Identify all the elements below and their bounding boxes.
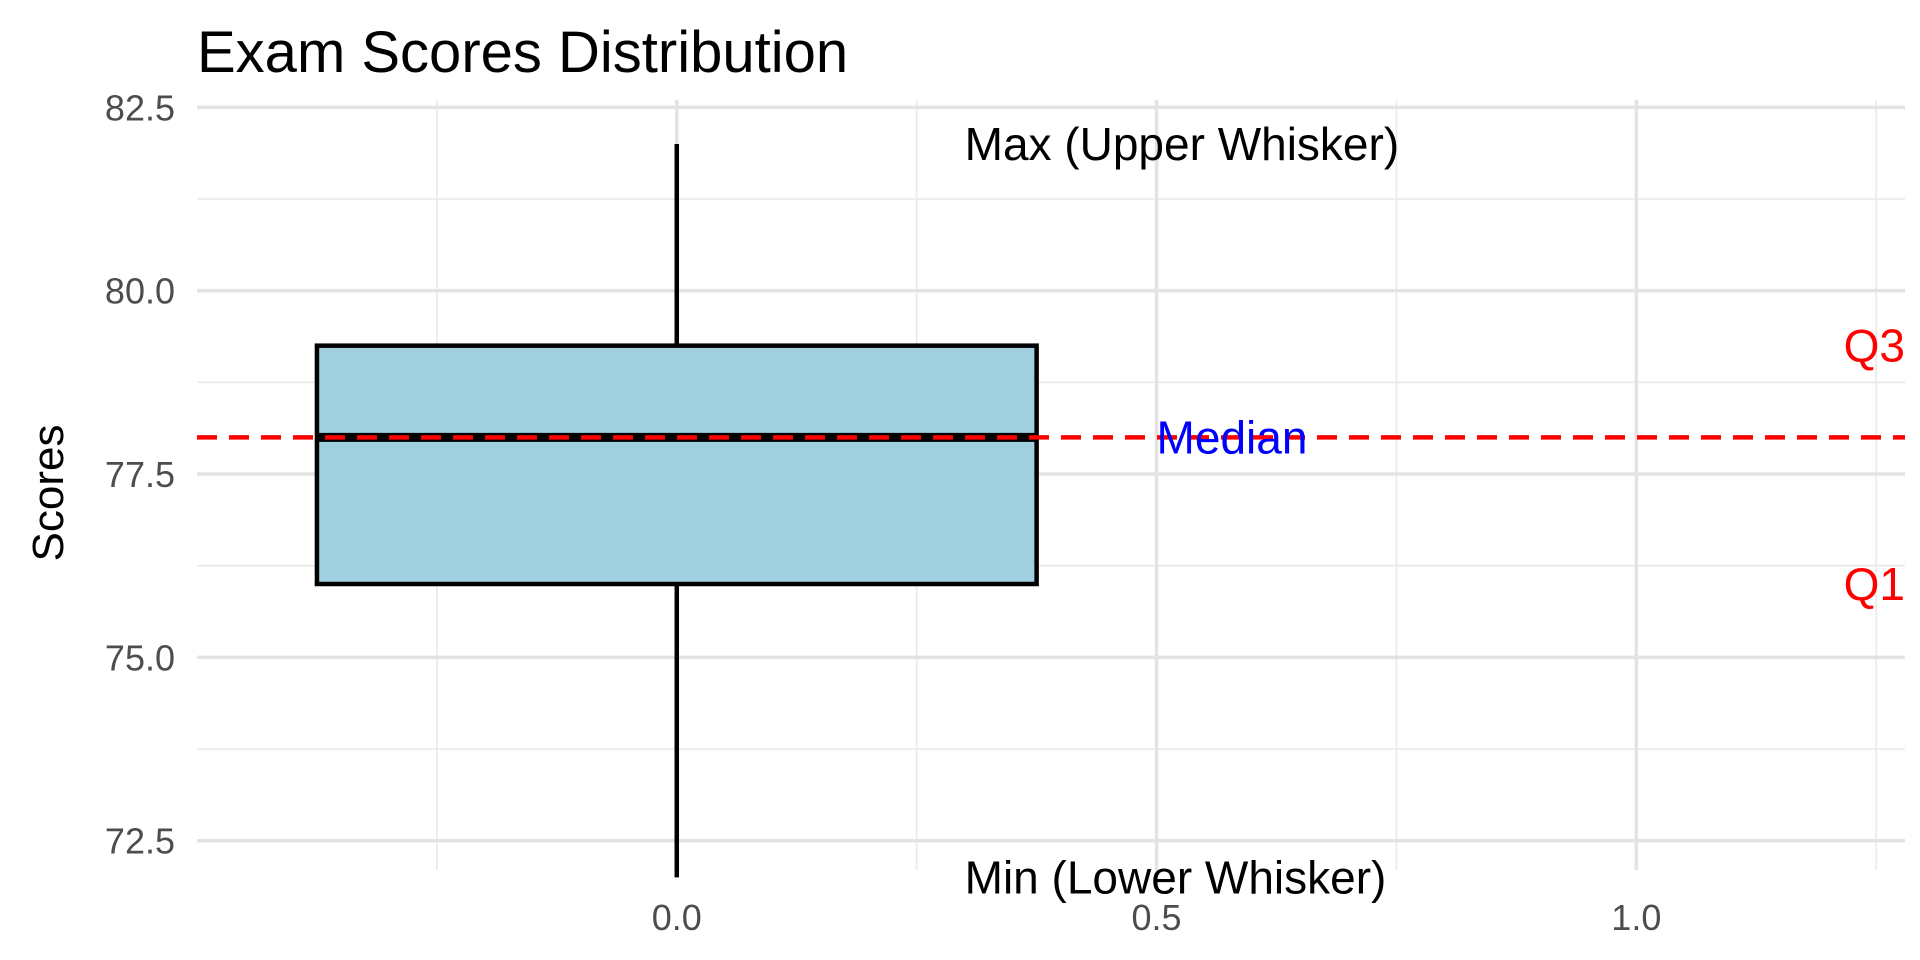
x-tick-label: 0.0	[652, 897, 702, 938]
plot-marks	[197, 144, 1905, 878]
y-tick-label: 77.5	[105, 454, 175, 495]
annotations: Max (Upper Whisker) Min (Lower Whisker) Me…	[965, 118, 1905, 903]
annotation-q3: Q3	[1844, 320, 1905, 372]
annotation-q1: Q1	[1844, 558, 1905, 610]
y-tick-label: 82.5	[105, 87, 175, 128]
y-axis-label: Scores	[24, 425, 73, 562]
iqr-box	[314, 343, 1039, 587]
tick-labels: 72.5 75.0 77.5 80.0 82.5 0.0 0.5 1.0	[105, 87, 1661, 938]
x-tick-label: 1.0	[1611, 897, 1661, 938]
x-tick-label: 0.5	[1132, 897, 1182, 938]
y-tick-label: 75.0	[105, 637, 175, 678]
y-tick-label: 80.0	[105, 271, 175, 312]
annotation-median: Median	[1157, 411, 1308, 463]
y-tick-label: 72.5	[105, 821, 175, 862]
annotation-min: Min (Lower Whisker)	[965, 851, 1387, 903]
chart-title: Exam Scores Distribution	[197, 20, 848, 85]
annotation-max: Max (Upper Whisker)	[965, 118, 1400, 170]
